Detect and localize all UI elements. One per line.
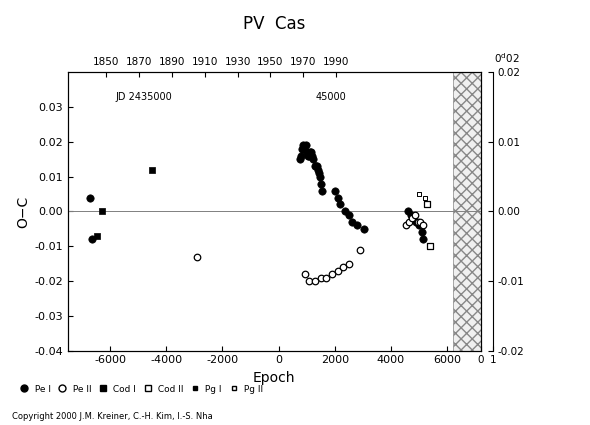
Point <box>316 274 326 281</box>
Point <box>317 187 327 194</box>
Text: $0^{\rm d}02$: $0^{\rm d}02$ <box>494 51 520 65</box>
Point <box>322 274 331 281</box>
Point <box>340 208 349 215</box>
Point <box>86 194 95 201</box>
Point <box>93 232 102 239</box>
Point <box>402 222 411 229</box>
Point <box>417 229 427 236</box>
Point <box>413 218 422 225</box>
Point <box>313 166 323 173</box>
Point <box>297 145 307 152</box>
Text: JD 2435000: JD 2435000 <box>116 92 172 102</box>
Point <box>295 156 304 163</box>
Point <box>347 218 356 225</box>
Point <box>333 267 342 274</box>
Point <box>312 163 322 170</box>
Point <box>418 222 428 229</box>
Point <box>403 208 412 215</box>
Point <box>296 152 306 159</box>
Point <box>317 180 326 187</box>
Text: Copyright 2000 J.M. Kreiner, C.-H. Kim, I.-S. Nha: Copyright 2000 J.M. Kreiner, C.-H. Kim, … <box>12 412 212 421</box>
Point <box>414 222 424 229</box>
Point <box>410 212 419 218</box>
Legend:  Pe I,  Pe II,  Cod I,  Cod II,  Pg I,  Pg II: Pe I, Pe II, Cod I, Cod II, Pg I, Pg II <box>17 381 267 397</box>
Point <box>339 264 348 271</box>
Point <box>352 222 362 229</box>
Point <box>327 271 337 278</box>
Point <box>305 149 314 156</box>
Point <box>406 212 415 218</box>
Point <box>309 156 318 163</box>
Text: 45000: 45000 <box>315 92 346 102</box>
Bar <box>453 72 481 351</box>
Point <box>409 215 418 222</box>
Point <box>333 194 342 201</box>
Point <box>330 187 339 194</box>
Point <box>97 208 106 215</box>
Point <box>310 278 320 284</box>
Point <box>310 163 319 170</box>
Point <box>316 173 325 180</box>
Point <box>407 215 417 222</box>
Point <box>344 212 353 218</box>
Point <box>405 218 414 225</box>
Point <box>425 243 435 249</box>
X-axis label: Epoch: Epoch <box>253 371 296 385</box>
Point <box>304 152 314 159</box>
Point <box>302 149 312 156</box>
Point <box>314 170 324 176</box>
Point <box>307 152 317 159</box>
Point <box>148 166 157 173</box>
Point <box>299 142 308 149</box>
Point <box>344 260 353 267</box>
Point <box>87 236 96 243</box>
Point <box>300 271 310 278</box>
Point <box>423 201 432 208</box>
Point <box>414 191 424 198</box>
Point <box>192 253 202 260</box>
Point <box>300 145 309 152</box>
Point <box>420 194 430 201</box>
Y-axis label: O−C: O−C <box>16 196 30 227</box>
Point <box>355 246 365 253</box>
Point <box>359 225 369 232</box>
Point <box>418 236 428 243</box>
Point <box>336 201 345 208</box>
Point <box>305 278 314 284</box>
Point <box>311 163 320 170</box>
Point <box>411 218 421 225</box>
Point <box>306 149 316 156</box>
Point <box>303 152 313 159</box>
Point <box>416 218 425 225</box>
Text: PV  Cas: PV Cas <box>243 15 306 33</box>
Point <box>301 142 310 149</box>
